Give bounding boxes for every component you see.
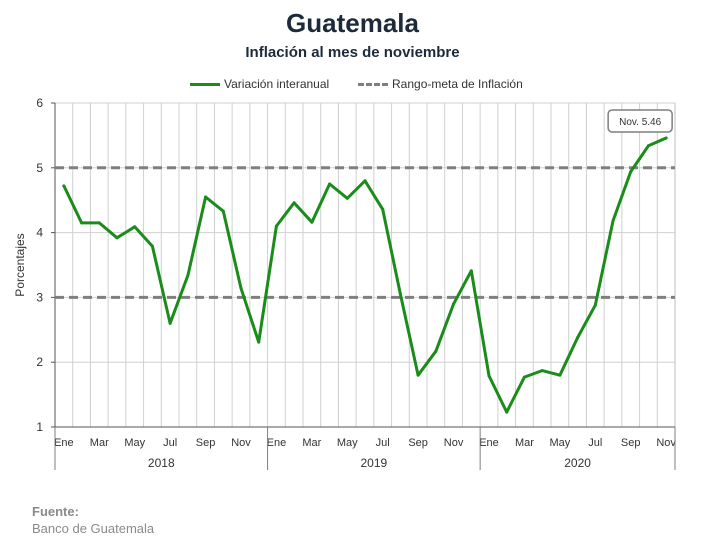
- annotation-label: Nov. 5.46: [619, 117, 661, 128]
- data-point: [97, 221, 101, 225]
- source-text: Banco de Guatemala: [32, 521, 155, 536]
- y-tick-label: 4: [36, 226, 43, 240]
- x-tick-label: Sep: [196, 437, 216, 449]
- data-point: [558, 373, 562, 377]
- data-point: [345, 196, 349, 200]
- annotation-box: [607, 109, 673, 133]
- plot-area: [54, 102, 676, 428]
- data-point: [576, 336, 580, 340]
- data-point: [646, 144, 650, 148]
- x-tick-label: Nov: [444, 437, 464, 449]
- data-point: [310, 220, 314, 224]
- legend-label-series: Variación interanual: [224, 77, 330, 91]
- legend-swatch-band: [358, 82, 388, 86]
- x-tick-label: Mar: [302, 437, 321, 449]
- data-point: [487, 374, 491, 378]
- y-tick-label: 3: [36, 290, 43, 304]
- data-point: [522, 375, 526, 379]
- legend-item-series: Variación interanual: [190, 77, 329, 91]
- x-tick-label: May: [549, 437, 570, 449]
- data-point: [664, 136, 668, 140]
- data-point: [292, 201, 296, 205]
- x-tick-label: Jul: [588, 437, 602, 449]
- chart-subtitle: Inflación al mes de noviembre: [245, 44, 460, 61]
- data-point: [611, 219, 615, 223]
- data-point: [363, 179, 367, 183]
- data-point: [505, 410, 509, 414]
- data-point: [540, 369, 544, 373]
- data-point: [168, 321, 172, 325]
- data-point: [434, 349, 438, 353]
- data-point: [204, 195, 208, 199]
- data-point: [186, 273, 190, 277]
- x-tick-label: May: [124, 437, 145, 449]
- data-point: [257, 340, 261, 344]
- chart-title: Guatemala: [286, 8, 419, 38]
- y-tick-label: 2: [36, 355, 43, 369]
- x-tick-label: May: [337, 437, 358, 449]
- x-tick-label: Nov: [231, 437, 251, 449]
- data-point: [328, 182, 332, 186]
- y-tick-label: 1: [36, 420, 43, 434]
- x-tick-label: Mar: [515, 437, 534, 449]
- legend: Variación interanual Rango-meta de Infla…: [0, 77, 705, 95]
- data-point: [398, 292, 402, 296]
- data-point: [80, 221, 84, 225]
- y-tick-label: 5: [36, 161, 43, 175]
- data-point: [150, 244, 154, 248]
- source-note: Fuente: Banco de Guatemala: [32, 504, 154, 536]
- x-tick-label: Jul: [163, 437, 177, 449]
- x-tick-label: Ene: [479, 437, 499, 449]
- data-point: [452, 302, 456, 306]
- x-tick-label: Ene: [54, 437, 74, 449]
- y-axis-label: Porcentajes: [13, 233, 27, 296]
- data-point: [416, 373, 420, 377]
- x-tick-label: Mar: [90, 437, 109, 449]
- data-point: [593, 303, 597, 307]
- source-heading: Fuente:: [32, 504, 79, 519]
- data-point: [221, 209, 225, 213]
- data-point: [629, 170, 633, 174]
- data-point: [469, 269, 473, 273]
- y-tick-label: 6: [36, 96, 43, 110]
- x-tick-label: Sep: [621, 437, 641, 449]
- x-tick-label: Jul: [376, 437, 390, 449]
- data-point: [62, 184, 66, 188]
- data-point: [115, 236, 119, 240]
- data-point: [274, 224, 278, 228]
- x-tick-label: Ene: [267, 437, 287, 449]
- data-point: [239, 286, 243, 290]
- legend-swatch-series: [190, 82, 220, 86]
- x-tick-label: Nov: [656, 437, 676, 449]
- year-label: 2020: [564, 456, 591, 470]
- legend-label-band: Rango-meta de Inflación: [392, 77, 523, 91]
- year-label: 2019: [361, 456, 388, 470]
- year-label: 2018: [148, 456, 175, 470]
- data-point: [381, 207, 385, 211]
- legend-item-band: Rango-meta de Inflación: [358, 77, 523, 91]
- x-tick-label: Sep: [408, 437, 428, 449]
- data-point: [133, 225, 137, 229]
